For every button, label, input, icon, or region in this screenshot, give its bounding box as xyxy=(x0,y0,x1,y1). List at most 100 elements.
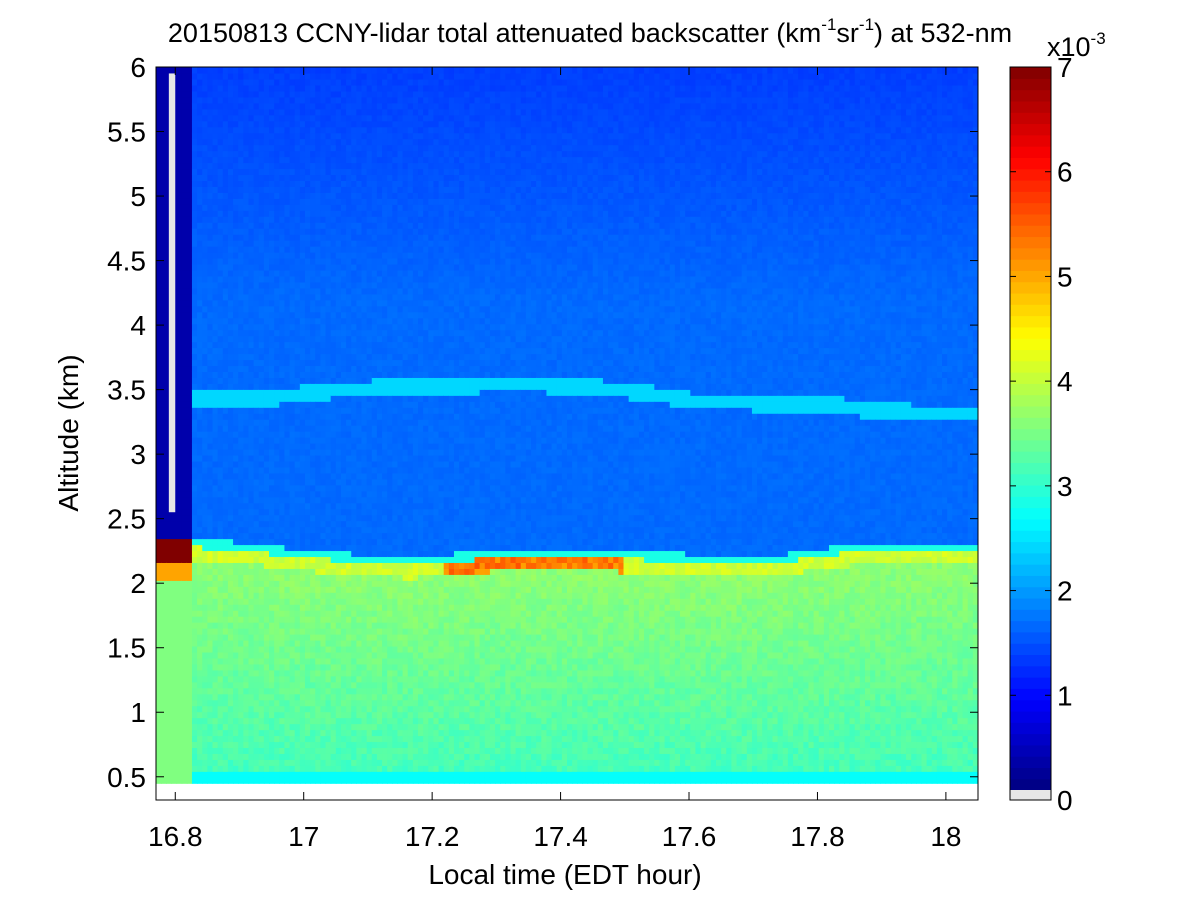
heatmap-cell xyxy=(304,472,311,480)
heatmap-cell xyxy=(310,341,316,349)
heatmap-cell xyxy=(253,299,260,307)
heatmap-cell xyxy=(294,657,301,665)
heatmap-cell xyxy=(340,138,347,146)
heatmap-cell xyxy=(207,532,214,540)
heatmap-cell xyxy=(258,544,265,552)
heatmap-cell xyxy=(320,353,327,361)
heatmap-cell xyxy=(202,78,208,86)
heatmap-cell xyxy=(238,610,244,617)
heatmap-cell xyxy=(315,645,321,653)
heatmap-cell xyxy=(186,741,193,749)
heatmap-cell xyxy=(284,454,291,462)
heatmap-cell xyxy=(279,234,286,241)
heatmap-cell xyxy=(346,383,352,390)
heatmap-cell xyxy=(315,484,321,492)
heatmap-cell xyxy=(217,419,224,426)
heatmap-cell xyxy=(207,162,214,170)
heatmap-cell xyxy=(366,628,373,635)
heatmap-cell xyxy=(217,460,224,468)
heatmap-cell xyxy=(176,234,183,241)
heatmap-cell xyxy=(325,616,332,623)
heatmap-cell xyxy=(340,371,347,378)
heatmap-cell xyxy=(351,753,357,760)
heatmap-cell xyxy=(361,67,368,74)
heatmap-cell xyxy=(315,568,321,575)
heatmap-cell xyxy=(186,448,193,456)
heatmap-cell xyxy=(186,651,193,659)
heatmap-cell xyxy=(156,162,162,170)
heatmap-cell xyxy=(253,150,260,158)
heatmap-cell xyxy=(356,72,363,80)
heatmap-cell xyxy=(248,228,255,235)
heatmap-cell xyxy=(289,496,296,504)
heatmap-cell xyxy=(325,377,332,384)
heatmap-cell xyxy=(366,401,373,408)
heatmap-cell xyxy=(156,168,162,176)
heatmap-cell xyxy=(197,413,203,420)
heatmap-cell xyxy=(346,550,352,558)
heatmap-cell xyxy=(274,180,280,187)
heatmap-cell xyxy=(299,729,306,737)
heatmap-cell xyxy=(186,526,193,534)
heatmap-cell xyxy=(320,96,327,104)
heatmap-cell xyxy=(207,550,214,558)
heatmap-cell xyxy=(217,234,224,241)
heatmap-cell xyxy=(289,699,296,707)
heatmap-cell xyxy=(351,574,357,581)
heatmap-cell xyxy=(202,610,208,617)
heatmap-cell xyxy=(207,490,214,498)
heatmap-cell xyxy=(304,628,311,635)
heatmap-cell xyxy=(279,729,286,737)
heatmap-cell xyxy=(304,448,311,456)
heatmap-cell xyxy=(361,144,368,152)
heatmap-cell xyxy=(304,669,311,677)
heatmap-cell xyxy=(243,574,250,581)
heatmap-cell xyxy=(212,102,219,110)
heatmap-cell xyxy=(253,592,260,599)
heatmap-cell xyxy=(166,657,173,665)
heatmap-cell xyxy=(310,72,316,80)
heatmap-cell xyxy=(289,275,296,283)
heatmap-cell xyxy=(330,448,337,456)
heatmap-cell xyxy=(253,257,260,265)
heatmap-cell xyxy=(269,138,275,146)
heatmap-cell xyxy=(299,401,306,408)
heatmap-cell xyxy=(294,305,301,313)
heatmap-cell xyxy=(351,132,357,140)
heatmap-cell xyxy=(356,407,363,414)
heatmap-cell xyxy=(284,466,291,474)
heatmap-cell xyxy=(310,622,316,629)
heatmap-cell xyxy=(274,216,280,223)
heatmap-cell xyxy=(310,192,316,199)
heatmap-cell xyxy=(222,138,229,146)
heatmap-cell xyxy=(222,675,229,683)
heatmap-cell xyxy=(351,496,357,504)
heatmap-cell xyxy=(181,210,188,217)
heatmap-cell xyxy=(330,634,337,641)
heatmap-cell xyxy=(181,120,188,128)
heatmap-cell xyxy=(197,359,203,367)
heatmap-cell xyxy=(366,425,373,432)
heatmap-cell xyxy=(181,84,188,92)
heatmap-cell xyxy=(315,389,321,396)
heatmap-cell xyxy=(191,329,198,337)
heatmap-cell xyxy=(330,514,337,522)
heatmap-cell xyxy=(320,383,327,390)
heatmap-cell xyxy=(253,347,260,355)
heatmap-cell xyxy=(222,759,229,766)
heatmap-cell xyxy=(346,681,352,689)
heatmap-cell xyxy=(263,419,270,426)
heatmap-cell xyxy=(191,574,198,581)
heatmap-cell xyxy=(320,759,327,766)
heatmap-cell xyxy=(176,84,183,92)
heatmap-cell xyxy=(202,120,208,128)
heatmap-cell xyxy=(346,353,352,361)
heatmap-cell xyxy=(156,108,162,116)
heatmap-cell xyxy=(289,717,296,725)
heatmap-cell xyxy=(294,550,301,558)
heatmap-cell xyxy=(330,359,337,367)
heatmap-cell xyxy=(294,96,301,104)
heatmap-cell xyxy=(207,598,214,605)
heatmap-cell xyxy=(248,723,255,731)
heatmap-cell xyxy=(289,574,296,581)
